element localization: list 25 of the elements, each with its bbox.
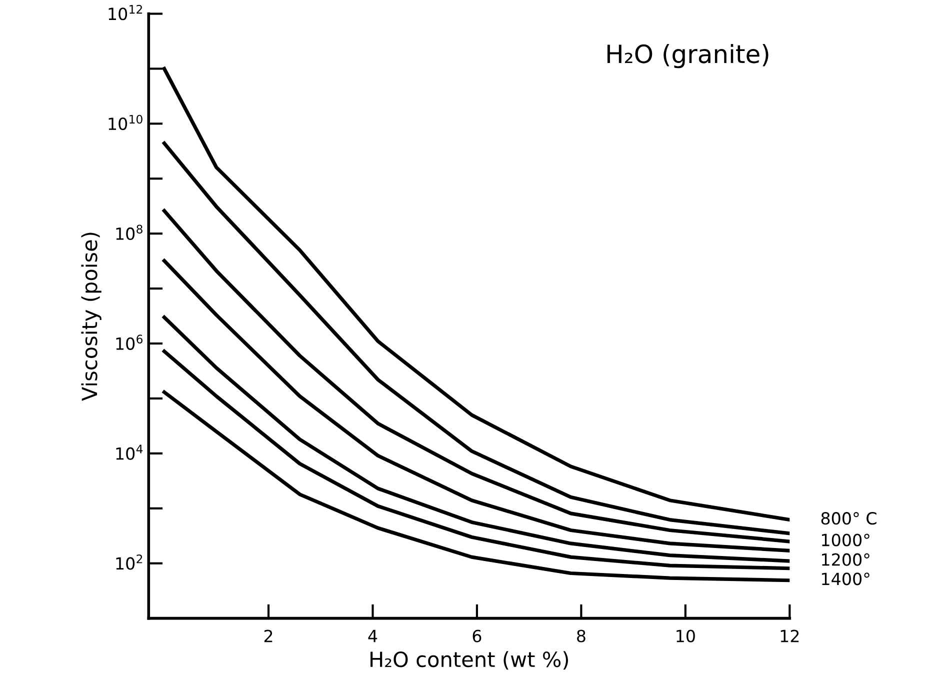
series-label: 1400° bbox=[822, 572, 870, 586]
line-series bbox=[162, 390, 790, 582]
x-tick-label: 6 bbox=[472, 630, 482, 642]
series-label: 800° C bbox=[821, 512, 876, 525]
line-series bbox=[162, 141, 790, 536]
series-label: 1200° bbox=[822, 553, 870, 566]
y-tick-label: 10$^{12}$ bbox=[108, 4, 142, 20]
line-series bbox=[162, 258, 790, 552]
line-series bbox=[162, 350, 790, 570]
y-tick-label: 10$^{2}$ bbox=[116, 554, 142, 570]
series-label: 1000° bbox=[822, 534, 870, 546]
x-tick-label: 8 bbox=[577, 630, 586, 642]
line-series bbox=[162, 208, 790, 544]
x-axis-title: H₂O content (wt %) bbox=[370, 651, 568, 670]
y-tick-label: 10$^{10}$ bbox=[108, 114, 142, 130]
y-tick-label: 10$^{4}$ bbox=[116, 444, 143, 460]
x-tick-label: 4 bbox=[368, 630, 378, 642]
y-axis-title: Viscosity (poise) bbox=[81, 232, 102, 401]
y-tick-label: 10$^{6}$ bbox=[116, 334, 142, 350]
x-tick-label: 10 bbox=[676, 630, 695, 642]
text: H₂O (granite) bbox=[607, 44, 768, 68]
x-tick-label: 12 bbox=[780, 630, 799, 642]
x-tick-label: 2 bbox=[264, 630, 272, 642]
y-tick-label: 10$^{8}$ bbox=[116, 224, 142, 240]
line-series bbox=[162, 315, 790, 563]
